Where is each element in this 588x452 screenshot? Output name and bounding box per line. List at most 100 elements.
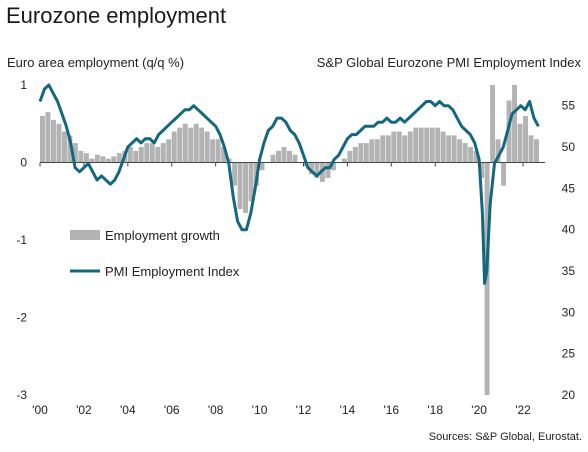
right-tick-label: 50: [562, 140, 576, 154]
pmi-employment-line: [38, 83, 540, 285]
legend-label-employment-growth: Employment growth: [105, 228, 220, 243]
employment-growth-bar: [363, 143, 369, 163]
x-tick-label: '14: [340, 403, 356, 417]
employment-growth-bar: [512, 85, 518, 163]
employment-growth-bar: [396, 131, 402, 163]
right-tick-label: 20: [562, 388, 576, 402]
x-tick-label: '22: [515, 403, 531, 417]
x-axis-ticks: '00 '02 '04 '06 '08 '10 '12 '14 '16 '18 '20 '22: [32, 162, 531, 417]
left-tick-label: 1: [20, 78, 27, 92]
employment-growth-bar: [407, 131, 413, 163]
employment-growth-bar: [501, 162, 507, 186]
employment-growth-bar: [89, 158, 95, 163]
employment-growth-bar: [330, 162, 336, 171]
employment-growth-bar: [462, 143, 468, 163]
employment-growth-bar: [484, 162, 490, 395]
employment-growth-bar: [127, 147, 133, 163]
employment-growth-bar: [308, 162, 314, 175]
employment-growth-bar: [232, 162, 238, 186]
chart-title: Eurozone employment: [6, 3, 227, 28]
employment-growth-bar: [534, 139, 539, 163]
x-tick-label: '20: [471, 403, 487, 417]
employment-growth-bar: [352, 147, 358, 163]
right-axis-ticks: 55 50 45 40 35 30 25 20: [562, 99, 576, 402]
left-tick-label: -2: [16, 311, 27, 325]
employment-growth-bar: [78, 150, 84, 163]
employment-growth-bar: [111, 156, 117, 163]
legend: Employment growth PMI Employment Index: [70, 228, 240, 279]
employment-growth-bar: [292, 154, 298, 163]
x-tick-label: '16: [383, 403, 399, 417]
legend-label-pmi: PMI Employment Index: [105, 264, 240, 279]
employment-growth-bar: [72, 143, 78, 163]
source-note: Sources: S&P Global, Eurostat.: [428, 431, 582, 443]
x-tick-label: '12: [296, 403, 312, 417]
right-tick-label: 40: [562, 223, 576, 237]
employment-growth-bar: [100, 156, 106, 163]
employment-growth-bar: [287, 150, 292, 163]
employment-growth-bar: [237, 162, 243, 209]
employment-growth-bar: [468, 147, 474, 163]
left-axis-ticks: 1 0 -1 -2 -3: [16, 78, 27, 402]
employment-growth-bar: [528, 135, 534, 163]
employment-growth-bar: [276, 150, 281, 163]
employment-growth-bar: [358, 143, 364, 163]
employment-growth-bar: [380, 135, 386, 163]
employment-growth-bar: [133, 150, 139, 163]
employment-growth-bar: [325, 162, 331, 178]
employment-growth-bar: [166, 139, 172, 163]
employment-growth-bar: [523, 116, 528, 163]
employment-growth-bar: [451, 135, 457, 163]
employment-growth-bar: [495, 139, 501, 163]
employment-growth-bar: [479, 162, 485, 178]
employment-growth-bar: [160, 143, 166, 163]
employment-growth-bar: [155, 147, 161, 163]
employment-growth-bar: [50, 119, 56, 163]
employment-growth-bar: [424, 127, 430, 163]
employment-growth-bars: [40, 85, 539, 395]
employment-growth-bar: [61, 131, 67, 163]
employment-growth-bar: [473, 150, 479, 163]
employment-growth-bar: [182, 123, 188, 163]
x-tick-label: '04: [120, 403, 136, 417]
employment-growth-bar: [94, 154, 100, 163]
employment-growth-bar: [429, 127, 435, 163]
right-tick-label: 55: [562, 99, 576, 113]
employment-growth-bar: [259, 162, 265, 171]
employment-growth-bar: [144, 143, 150, 163]
left-tick-label: -3: [16, 388, 27, 402]
employment-growth-bar: [204, 131, 210, 163]
employment-growth-bar: [402, 135, 408, 163]
employment-growth-bar: [457, 139, 463, 163]
employment-growth-bar: [270, 154, 276, 163]
x-tick-label: '18: [427, 403, 443, 417]
employment-growth-bar: [210, 139, 216, 163]
employment-growth-bar: [446, 135, 452, 163]
x-tick-label: '00: [32, 403, 48, 417]
x-tick-label: '06: [164, 403, 180, 417]
employment-growth-bar: [243, 162, 249, 213]
legend-swatch-employment-growth: [70, 230, 100, 240]
x-tick-label: '08: [208, 403, 224, 417]
employment-growth-bar: [369, 139, 375, 163]
employment-growth-bar: [413, 127, 419, 163]
employment-growth-bar: [248, 162, 254, 202]
right-tick-label: 45: [562, 181, 576, 195]
employment-growth-bar: [138, 147, 144, 163]
employment-growth-bar: [341, 158, 347, 163]
right-tick-label: 25: [562, 347, 576, 361]
employment-growth-bar: [149, 143, 155, 163]
employment-growth-bar: [105, 158, 111, 163]
employment-growth-bar: [281, 147, 287, 163]
employment-growth-bar: [116, 153, 122, 163]
employment-growth-bar: [199, 127, 205, 163]
employment-growth-bar: [221, 147, 227, 163]
right-tick-label: 35: [562, 264, 576, 278]
x-tick-label: '02: [76, 403, 92, 417]
employment-growth-bar: [67, 135, 73, 163]
employment-growth-bar: [193, 123, 199, 163]
employment-growth-bar: [56, 123, 62, 163]
right-tick-label: 30: [562, 305, 576, 319]
employment-growth-bar: [374, 139, 380, 163]
